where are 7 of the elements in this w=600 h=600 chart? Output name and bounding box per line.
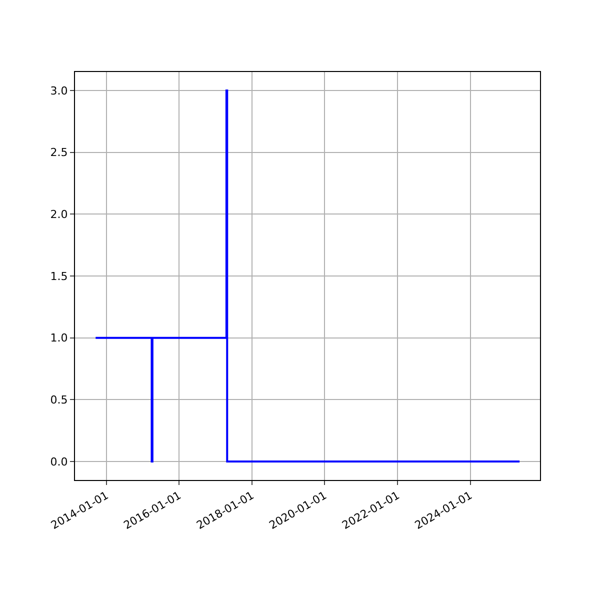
- y-tick-label: 3.0: [50, 84, 68, 98]
- y-tick-label: 2.0: [50, 208, 68, 222]
- y-tick-label: 0.5: [50, 393, 68, 406]
- y-tick-label: 1.0: [50, 332, 68, 345]
- y-tick-label: 2.5: [50, 146, 68, 160]
- y-tick-label: 0.0: [50, 455, 68, 468]
- y-tick-label: 1.5: [50, 270, 68, 283]
